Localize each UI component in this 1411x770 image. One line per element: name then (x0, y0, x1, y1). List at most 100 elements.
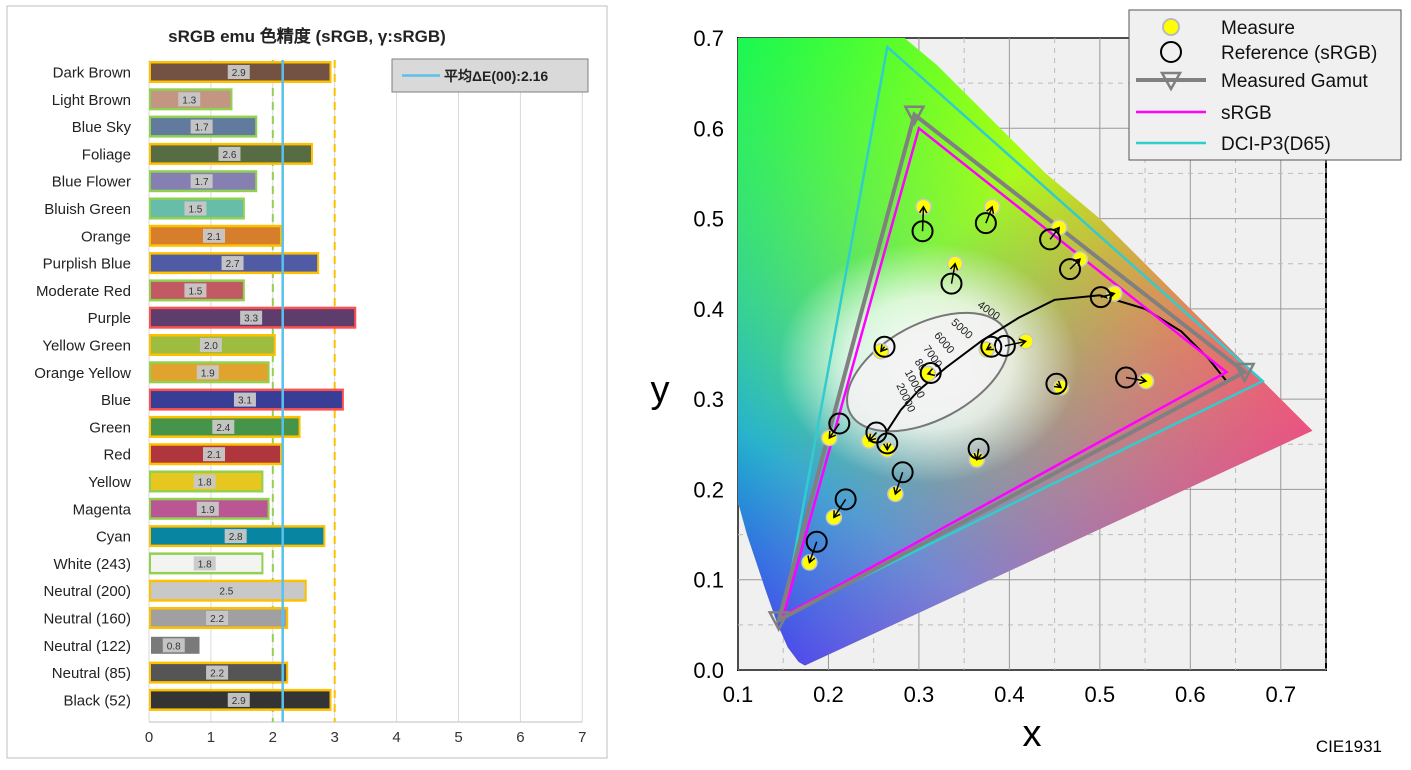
category-label: Yellow Green (42, 338, 131, 355)
shift-arrowhead (1052, 226, 1061, 235)
gamut-vertex-marker (903, 105, 926, 127)
shift-arrowhead (1018, 338, 1028, 347)
x-tick-label: 0.5 (1085, 682, 1116, 707)
category-label: Cyan (96, 529, 131, 546)
reference-point (891, 461, 914, 484)
shift-arrow (894, 472, 904, 495)
shift-arrowhead (880, 344, 888, 353)
cie-chromaticity-chart: 400050006000700080001000020000 0.10.20.3… (630, 0, 1411, 765)
category-label: Red (103, 447, 131, 464)
shift-arrowhead (833, 510, 841, 519)
legend-reference-marker (1160, 41, 1182, 63)
de-bar-chart: sRGB emu 色精度 (sRGB, γ:sRGB) 0 1 2 3 4 5 6 7 2.9… (0, 0, 608, 765)
legend-measured-gamut: Measured Gamut (1221, 71, 1369, 92)
value-label: 3.1 (238, 396, 252, 407)
reference-point (967, 437, 990, 460)
cie-footer: CIE1931 (1316, 737, 1382, 756)
value-label: 0.8 (167, 641, 181, 652)
reference-point (980, 335, 1003, 358)
shift-arrowhead (1053, 380, 1063, 389)
category-label: White (243) (53, 556, 131, 573)
shift-arrowhead (918, 205, 928, 214)
y-tick-label: 0.7 (693, 26, 724, 51)
value-label: 1.9 (201, 505, 215, 516)
category-label: Orange (81, 228, 131, 245)
shift-arrow (921, 206, 925, 232)
value-label: 2.4 (216, 423, 230, 434)
x-tick-label: 0.4 (994, 682, 1025, 707)
value-label-bg (202, 228, 225, 243)
reference-point (1115, 366, 1138, 389)
planckian-locus (886, 294, 1228, 432)
reference-point (873, 335, 896, 358)
y-tick-label: 0.6 (693, 116, 724, 141)
category-label: Light Brown (52, 92, 131, 109)
value-label: 2.5 (219, 587, 233, 598)
category-label: Purple (88, 310, 131, 327)
value-label: 2.6 (223, 150, 237, 161)
value-label-bg (184, 283, 207, 298)
x-tick-label: 3 (331, 729, 339, 746)
value-label-bg (224, 529, 247, 544)
value-label-bg (206, 665, 229, 680)
shift-arrowhead (926, 368, 935, 377)
chart-title: sRGB emu 色精度 (sRGB, γ:sRGB) (168, 26, 446, 46)
value-label: 2.1 (207, 232, 221, 243)
legend-measure: Measure (1221, 18, 1295, 39)
srgb-gamut (781, 126, 1229, 619)
value-label-bg (215, 583, 238, 598)
category-label: Bluish Green (44, 201, 131, 218)
y-tick-label: 0.2 (693, 477, 724, 502)
x-tick-label: 6 (516, 729, 524, 746)
reference-point (1058, 258, 1081, 281)
cie-chart-svg: 400050006000700080001000020000 0.10.20.3… (651, 9, 1402, 756)
x-axis-label: x (1023, 713, 1042, 755)
value-label-bg (178, 92, 201, 107)
category-label: Neutral (122) (43, 638, 131, 655)
value-label-bg (184, 201, 207, 216)
category-label: Blue Flower (52, 174, 131, 191)
x-tick-label: 5 (454, 729, 462, 746)
shift-arrowhead (949, 262, 959, 271)
y-tick-label: 0.0 (693, 658, 724, 683)
shift-arrow (1125, 376, 1147, 382)
reference-point (974, 212, 997, 235)
value-label: 1.7 (195, 123, 209, 134)
category-label: Blue Sky (72, 119, 132, 136)
y-tick-label: 0.3 (693, 387, 724, 412)
dci-p3-gamut (781, 44, 1265, 619)
category-label: Moderate Red (36, 283, 131, 300)
value-label: 2.2 (210, 614, 224, 625)
value-label-bg (190, 119, 213, 134)
value-label: 1.5 (188, 205, 202, 216)
value-label-bg (240, 310, 263, 325)
legend-srgb: sRGB (1221, 103, 1272, 124)
shift-arrow (985, 206, 993, 224)
value-label-bg (199, 338, 222, 352)
value-label: 2.7 (226, 259, 240, 270)
shift-arrow (950, 263, 956, 284)
legend-dci-p3: DCI-P3(D65) (1221, 134, 1331, 155)
category-label: Neutral (85) (52, 665, 131, 682)
value-label: 1.5 (188, 286, 202, 297)
shift-arrowhead (868, 433, 877, 442)
y-tick-label: 0.4 (693, 297, 724, 322)
reference-point (876, 432, 899, 455)
y-tick-label: 0.5 (693, 207, 724, 232)
shift-arrowhead (807, 555, 816, 564)
value-label: 2.9 (232, 68, 246, 79)
category-label: Blue (101, 392, 131, 409)
x-tick-label: 0.6 (1175, 682, 1206, 707)
value-label-bg (196, 365, 219, 380)
value-label-bg (227, 65, 250, 79)
measured-gamut (775, 111, 1249, 625)
shift-arrowhead (986, 205, 995, 214)
value-label: 3.3 (244, 314, 258, 325)
shift-arrowhead (1072, 258, 1081, 267)
value-label: 1.7 (195, 177, 209, 188)
value-label: 2.8 (229, 532, 243, 543)
value-label-bg (196, 501, 219, 516)
shift-arrowhead (883, 443, 892, 452)
legend-measure-marker (1162, 18, 1180, 36)
shift-arrowhead (1107, 290, 1116, 300)
